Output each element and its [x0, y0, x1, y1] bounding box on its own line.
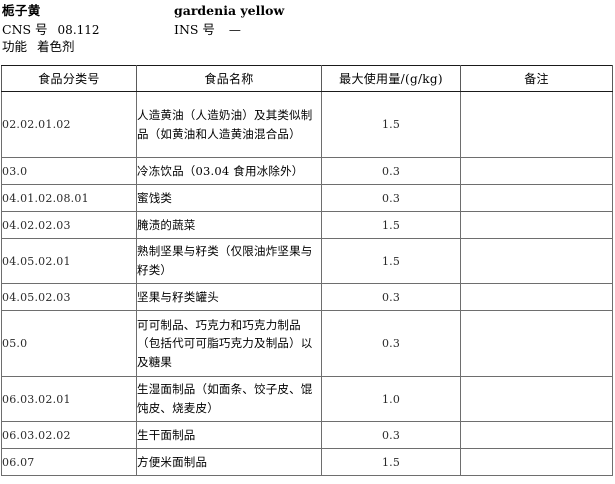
heading-code-row: CNS 号 08.112 INS 号 —	[2, 20, 615, 38]
table-body: 02.02.01.02 人造黄油（人造奶油）及其类似制品（如黄油和人造黄油混合品…	[1, 91, 613, 476]
table-row: 03.0 冷冻饮品（03.04 食用冰除外） 0.3	[1, 157, 613, 185]
function-label: 功能	[2, 39, 28, 54]
cell-food-category-code: 04.01.02.08.01	[1, 184, 137, 212]
cns-field: CNS 号 08.112	[2, 20, 174, 39]
cell-max-usage: 1.0	[321, 376, 461, 422]
table-row: 04.02.02.03 腌渍的蔬菜 1.5	[1, 211, 613, 239]
ins-field: INS 号 —	[174, 20, 615, 39]
table-row: 04.05.02.03 坚果与籽类罐头 0.3	[1, 283, 613, 311]
usage-table: 食品分类号 食品名称 最大使用量/(g/kg) 备注 02.02.01.02 人…	[1, 65, 613, 476]
cell-note	[460, 91, 613, 158]
column-header-food-category-code: 食品分类号	[1, 65, 137, 92]
cell-food-category-code: 04.05.02.03	[1, 283, 137, 311]
cell-food-name: 蜜饯类	[136, 184, 322, 212]
column-header-note: 备注	[460, 65, 613, 92]
cell-food-name: 冷冻饮品（03.04 食用冰除外）	[136, 157, 322, 185]
cell-note	[460, 157, 613, 185]
cell-food-name: 人造黄油（人造奶油）及其类似制品（如黄油和人造黄油混合品）	[136, 91, 322, 158]
additive-name-cn: 栀子黄	[2, 3, 41, 18]
function-value: 着色剂	[37, 39, 75, 54]
cell-note	[460, 448, 613, 476]
table-row: 05.0 可可制品、巧克力和巧克力制品（包括代可可脂巧克力及制品）以及糖果 0.…	[1, 310, 613, 377]
cell-max-usage: 1.5	[321, 448, 461, 476]
cell-food-category-code: 02.02.01.02	[1, 91, 137, 158]
cell-note	[460, 376, 613, 422]
cell-food-category-code: 04.02.02.03	[1, 211, 137, 239]
function-field: 功能 着色剂	[2, 38, 174, 56]
table-row: 06.03.02.02 生干面制品 0.3	[1, 421, 613, 449]
cell-food-category-code: 06.03.02.01	[1, 376, 137, 422]
cell-max-usage: 1.5	[321, 91, 461, 158]
cell-food-name: 坚果与籽类罐头	[136, 283, 322, 311]
ins-label: INS 号	[174, 22, 215, 37]
cell-food-name: 生干面制品	[136, 421, 322, 449]
cell-food-name: 可可制品、巧克力和巧克力制品（包括代可可脂巧克力及制品）以及糖果	[136, 310, 322, 377]
cell-food-name: 腌渍的蔬菜	[136, 211, 322, 239]
cell-note	[460, 184, 613, 212]
cell-food-category-code: 06.03.02.02	[1, 421, 137, 449]
cell-food-category-code: 05.0	[1, 310, 137, 377]
cell-max-usage: 0.3	[321, 421, 461, 449]
table-row: 04.01.02.08.01 蜜饯类 0.3	[1, 184, 613, 212]
cell-food-name: 方便米面制品	[136, 448, 322, 476]
cell-food-category-code: 06.07	[1, 448, 137, 476]
table-row: 06.07 方便米面制品 1.5	[1, 448, 613, 476]
cell-food-category-code: 03.0	[1, 157, 137, 185]
cell-max-usage: 0.3	[321, 184, 461, 212]
additive-name-en: gardenia yellow	[174, 3, 285, 18]
heading-function-row: 功能 着色剂	[2, 38, 615, 56]
table-row: 04.05.02.01 熟制坚果与籽类（仅限油炸坚果与籽类） 1.5	[1, 238, 613, 284]
cell-note	[460, 238, 613, 284]
cell-max-usage: 0.3	[321, 310, 461, 377]
cell-max-usage: 1.5	[321, 238, 461, 284]
additive-heading: 栀子黄 gardenia yellow CNS 号 08.112 INS 号 — 功…	[0, 0, 615, 56]
heading-name-row: 栀子黄 gardenia yellow	[2, 2, 615, 20]
column-header-food-name: 食品名称	[136, 65, 322, 92]
cns-value: 08.112	[57, 23, 100, 37]
table-row: 02.02.01.02 人造黄油（人造奶油）及其类似制品（如黄油和人造黄油混合品…	[1, 91, 613, 158]
cell-note	[460, 283, 613, 311]
table-row: 06.03.02.01 生湿面制品（如面条、饺子皮、馄饨皮、烧麦皮） 1.0	[1, 376, 613, 422]
ins-value: —	[228, 23, 241, 37]
cell-max-usage: 0.3	[321, 157, 461, 185]
usage-table-container: 食品分类号 食品名称 最大使用量/(g/kg) 备注 02.02.01.02 人…	[0, 65, 615, 476]
column-header-max-usage: 最大使用量/(g/kg)	[321, 65, 461, 92]
cell-food-name: 熟制坚果与籽类（仅限油炸坚果与籽类）	[136, 238, 322, 284]
cell-max-usage: 0.3	[321, 283, 461, 311]
cell-food-category-code: 04.05.02.01	[1, 238, 137, 284]
cell-note	[460, 310, 613, 377]
table-header: 食品分类号 食品名称 最大使用量/(g/kg) 备注	[1, 65, 613, 92]
cell-note	[460, 211, 613, 239]
table-header-row: 食品分类号 食品名称 最大使用量/(g/kg) 备注	[1, 65, 613, 92]
cell-max-usage: 1.5	[321, 211, 461, 239]
cns-label: CNS 号	[2, 22, 48, 37]
cell-food-name: 生湿面制品（如面条、饺子皮、馄饨皮、烧麦皮）	[136, 376, 322, 422]
cell-note	[460, 421, 613, 449]
